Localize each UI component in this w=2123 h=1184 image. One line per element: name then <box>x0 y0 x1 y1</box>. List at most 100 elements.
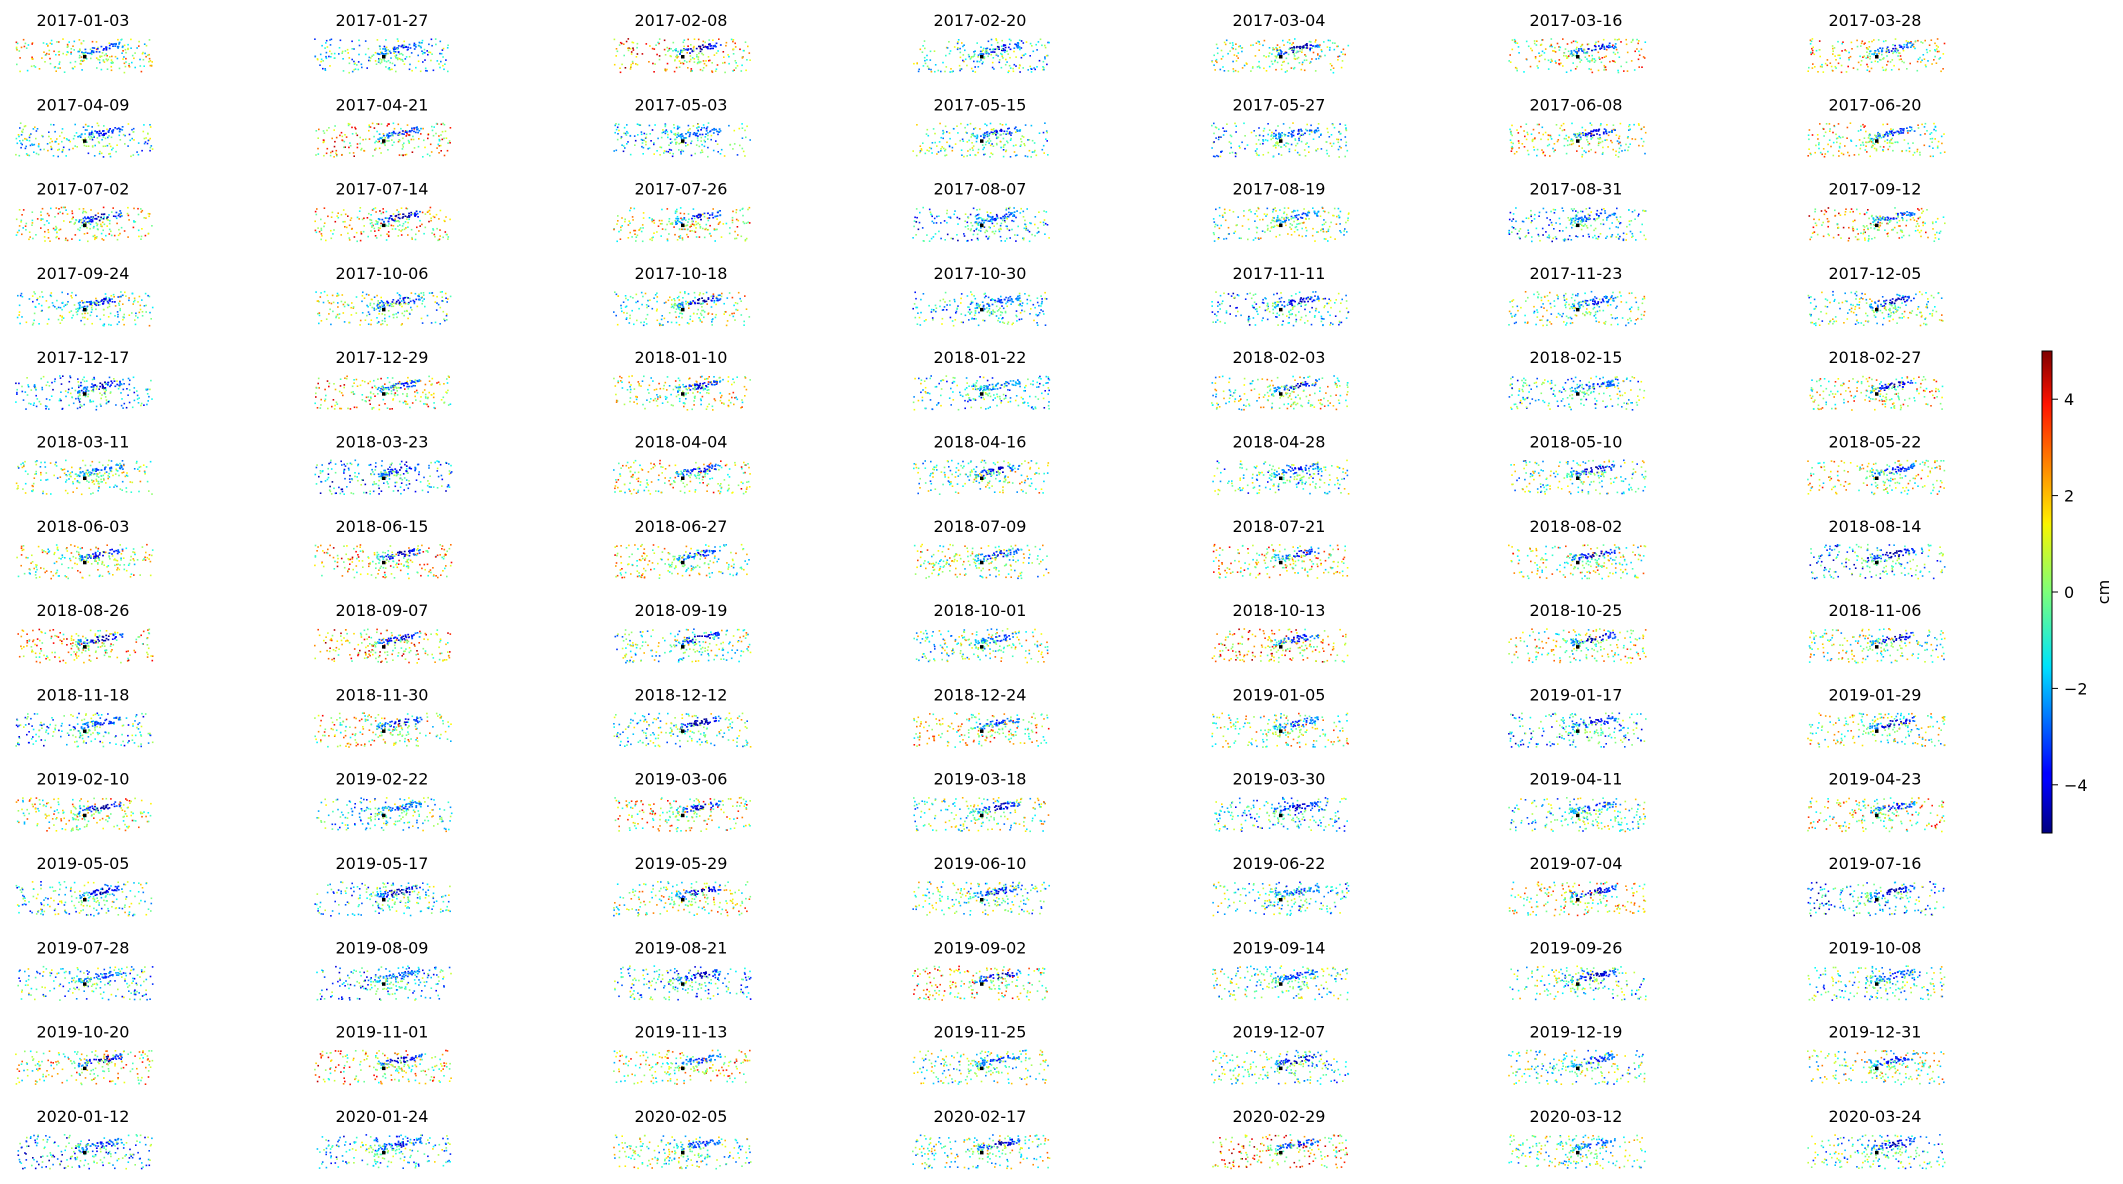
subplot-title: 2018-02-15 <box>1530 348 1623 367</box>
subplot-2020-02-17: 2020-02-17 <box>912 1107 1051 1170</box>
reference-point <box>83 392 87 396</box>
subplot-title: 2019-04-23 <box>1829 770 1922 789</box>
reference-point <box>83 139 87 143</box>
reference-point <box>681 223 685 228</box>
scatter-points <box>315 290 452 326</box>
reference-point <box>1576 560 1580 565</box>
scatter-points <box>15 881 153 917</box>
subplot-title: 2017-08-19 <box>1233 180 1326 199</box>
subplot-title: 2018-07-21 <box>1233 517 1326 536</box>
reference-point <box>382 392 386 396</box>
subplot-title: 2017-01-03 <box>37 11 130 30</box>
reference-point <box>1576 982 1580 986</box>
reference-point <box>1576 813 1580 818</box>
scatter-points <box>913 459 1050 495</box>
scatter-points <box>913 712 1050 748</box>
subplot-title: 2019-08-21 <box>635 938 728 957</box>
reference-point <box>83 1150 87 1155</box>
scatter-points <box>613 881 752 917</box>
reference-point <box>1576 392 1580 396</box>
subplot-2019-06-22: 2019-06-22 <box>1212 854 1350 917</box>
subplot-2018-03-23: 2018-03-23 <box>314 433 453 495</box>
subplot-2019-10-20: 2019-10-20 <box>15 1023 154 1086</box>
subplot-2018-01-22: 2018-01-22 <box>912 348 1051 411</box>
reference-point <box>980 55 984 59</box>
scatter-points <box>15 122 154 158</box>
reference-point <box>681 1150 685 1155</box>
subplot-title: 2019-10-20 <box>37 1023 130 1042</box>
scatter-points <box>1211 1049 1350 1085</box>
reference-point <box>1279 898 1283 902</box>
subplot-title: 2018-08-02 <box>1530 517 1623 536</box>
reference-point <box>681 898 685 902</box>
subplot-title: 2019-07-28 <box>37 938 130 957</box>
subplot-title: 2019-02-22 <box>336 770 429 789</box>
scatter-points <box>314 1049 452 1086</box>
subplot-title: 2017-02-20 <box>934 11 1027 30</box>
reference-point <box>681 813 685 818</box>
colorbar-tick-label: −2 <box>2064 679 2088 698</box>
subplot-title: 2019-12-07 <box>1233 1023 1326 1042</box>
subplot-title: 2018-08-14 <box>1829 517 1922 536</box>
subplot-title: 2019-12-31 <box>1829 1023 1922 1042</box>
scatter-points <box>912 1134 1051 1170</box>
scatter-points <box>1808 628 1946 664</box>
reference-point <box>1279 645 1283 649</box>
subplot-2018-09-07: 2018-09-07 <box>314 601 452 664</box>
scatter-points <box>15 38 153 74</box>
subplot-2017-08-31: 2017-08-31 <box>1508 180 1647 243</box>
subplot-title: 2018-08-26 <box>37 601 130 620</box>
scatter-points <box>1508 1049 1646 1085</box>
reference-point <box>681 982 685 986</box>
subplot-2017-01-03: 2017-01-03 <box>15 11 153 74</box>
subplot-2019-03-30: 2019-03-30 <box>1214 770 1348 832</box>
reference-point <box>1279 982 1283 986</box>
reference-point <box>382 982 386 986</box>
subplot-title: 2018-10-01 <box>934 601 1027 620</box>
reference-point <box>980 139 984 143</box>
reference-point <box>1279 55 1283 59</box>
subplot-title: 2018-11-30 <box>336 685 429 704</box>
subplot-2017-09-24: 2017-09-24 <box>16 264 154 327</box>
subplot-2018-06-27: 2018-06-27 <box>614 517 750 579</box>
scatter-points <box>316 965 452 1001</box>
subplot-title: 2017-02-08 <box>635 11 728 30</box>
subplot-title: 2018-10-13 <box>1233 601 1326 620</box>
subplot-2020-02-29: 2020-02-29 <box>1212 1107 1348 1170</box>
subplot-2018-10-01: 2018-10-01 <box>913 601 1049 664</box>
scatter-points <box>315 122 452 158</box>
scatter-points <box>613 1134 752 1170</box>
scatter-points <box>314 712 452 748</box>
subplot-title: 2017-09-12 <box>1829 180 1922 199</box>
scatter-points <box>17 1134 153 1170</box>
scatter-points <box>613 1049 751 1085</box>
scatter-points <box>314 628 452 664</box>
subplot-2019-08-09: 2019-08-09 <box>316 938 452 1001</box>
reference-point <box>83 729 87 733</box>
subplot-2018-06-03: 2018-06-03 <box>16 517 154 580</box>
reference-point <box>980 1066 984 1071</box>
subplot-title: 2017-03-16 <box>1530 11 1623 30</box>
scatter-points <box>912 122 1049 158</box>
reference-point <box>681 55 685 59</box>
subplot-title: 2019-09-26 <box>1530 938 1623 957</box>
colorbar-tick-label: 4 <box>2064 390 2074 409</box>
subplot-title: 2018-11-06 <box>1829 601 1922 620</box>
colorbar: 4 2 0 −2 −4 cm <box>2041 350 2113 834</box>
scatter-points <box>1807 290 1944 327</box>
subplot-title: 2017-07-14 <box>336 180 429 199</box>
subplot-title: 2017-04-09 <box>37 95 130 114</box>
reference-point <box>1576 1066 1580 1071</box>
scatter-points <box>15 712 154 748</box>
reference-point <box>980 898 984 902</box>
subplot-2018-11-06: 2018-11-06 <box>1808 601 1946 664</box>
subplot-2017-03-04: 2017-03-04 <box>1211 11 1350 74</box>
reference-point <box>681 645 685 649</box>
subplot-2019-11-01: 2019-11-01 <box>314 1023 452 1086</box>
subplot-title: 2017-06-08 <box>1530 95 1623 114</box>
subplot-title: 2018-03-11 <box>37 433 130 452</box>
reference-point <box>980 223 984 228</box>
subplot-title: 2019-02-10 <box>37 770 130 789</box>
subplot-title: 2018-05-22 <box>1829 433 1922 452</box>
subplot-title: 2018-11-18 <box>37 685 130 704</box>
